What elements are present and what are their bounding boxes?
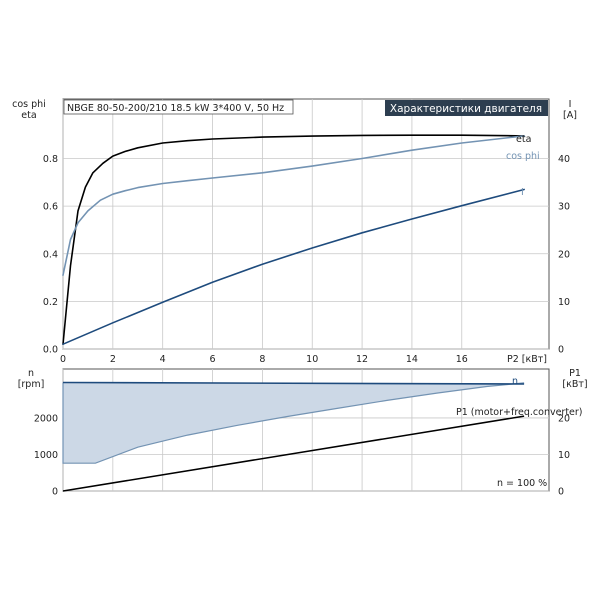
bottom-panel: 0 1000 2000 0 10 20 n [rpm] P1 [кВт] n P1 (mo… [18,368,588,498]
top-right-tick-label: 10 [558,297,570,308]
chart-subtitle: NBGE 80-50-200/210 18.5 kW 3*400 V, 50 H… [67,103,284,114]
top-x-tick-label: 6 [210,354,216,365]
left-axis-label-cosphi: cos phi [12,99,46,110]
top-x-tick-label: 12 [356,354,368,365]
left-axis-label-eta: eta [21,110,36,121]
title-box [385,100,548,116]
bottom-left-tick-label: 1000 [34,450,58,461]
series-line-n-lower [62,382,525,464]
bottom-left-tick-label: 2000 [34,413,58,424]
top-left-tick-label: 0.0 [43,345,58,356]
top-x-tick-label: 4 [160,354,166,365]
series-label-eta: eta [516,134,531,145]
right-axis-label-amp-unit: [A] [563,110,577,121]
x-axis-label: P2 [кВт] [507,354,547,365]
subtitle-box [63,99,294,115]
speed-annotation: n = 100 % [497,478,547,489]
series-label-i: I [521,187,524,198]
bottom-right-axis-label-kw: [кВт] [562,379,587,390]
series-line-cos-phi [62,135,525,277]
top-plot-frame [62,98,550,350]
series-line-p1 [62,415,525,492]
chart-title: Характеристики двигателя [390,103,542,115]
top-grid [62,99,549,350]
top-right-tick-label: 30 [558,202,570,213]
top-panel: 0 2 4 6 8 10 12 14 16 0.0 0.2 0.4 0.6 0.8 0 10 20 30 40 NB… [12,98,577,365]
series-label-n: n [512,376,518,387]
top-right-tick-label: 20 [558,249,570,260]
series-label-p1: P1 (motor+freq.converter) [456,407,583,418]
bottom-left-tick-label: 0 [52,487,58,498]
top-left-tick-label: 0.8 [43,154,58,165]
top-x-tick-label: 8 [259,354,265,365]
top-x-tick-label: 16 [456,354,468,365]
top-x-tick-label: 0 [60,354,66,365]
bottom-right-tick-label: 0 [558,487,564,498]
series-line-i [62,188,525,346]
top-ticks: 0 2 4 6 8 10 12 14 16 0.0 0.2 0.4 0.6 0.8 0 10 20 30 40 [43,154,570,365]
bottom-ticks: 0 1000 2000 0 10 20 [34,413,570,497]
top-left-tick-label: 0.4 [43,249,58,260]
top-right-tick-label: 0 [558,345,564,356]
top-x-tick-label: 2 [110,354,116,365]
bottom-right-axis-label-p1: P1 [569,368,581,379]
bottom-series [62,381,525,492]
top-left-tick-label: 0.2 [43,297,58,308]
bottom-left-axis-label-n: n [28,368,34,379]
top-right-tick-label: 40 [558,154,570,165]
top-x-tick-label: 10 [306,354,318,365]
bottom-right-tick-label: 20 [558,413,570,424]
series-line-n [62,381,525,385]
bottom-left-axis-label-rpm: [rpm] [18,379,45,390]
top-series [62,134,525,346]
speed-range-area [63,382,525,464]
bottom-right-tick-label: 10 [558,450,570,461]
top-x-tick-label: 14 [406,354,418,365]
top-left-tick-label: 0.6 [43,202,58,213]
right-axis-label-i: I [569,99,572,110]
series-label-cosphi: cos phi [506,151,540,162]
series-line-eta [62,134,525,346]
